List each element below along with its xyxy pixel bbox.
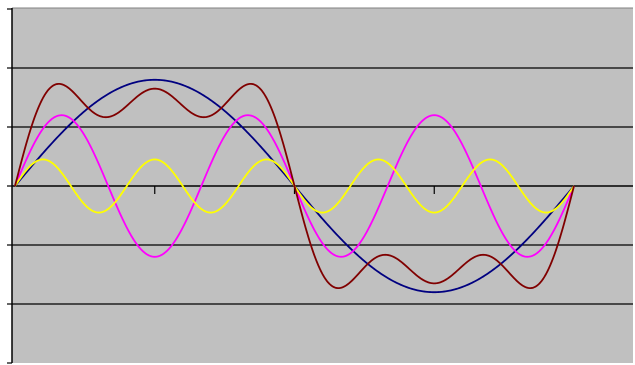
series-line-4 <box>14 82 575 290</box>
horizontal-gridlines <box>12 7 633 305</box>
axes <box>7 8 633 364</box>
series-layer <box>14 78 575 294</box>
